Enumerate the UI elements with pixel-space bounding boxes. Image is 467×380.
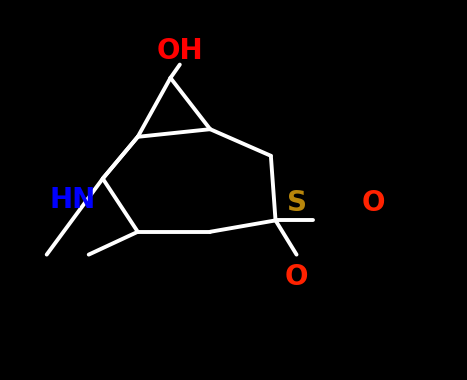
Text: S: S (287, 189, 306, 217)
Text: O: O (362, 189, 385, 217)
Text: OH: OH (156, 37, 203, 65)
Text: O: O (285, 263, 308, 291)
Text: HN: HN (49, 185, 96, 214)
